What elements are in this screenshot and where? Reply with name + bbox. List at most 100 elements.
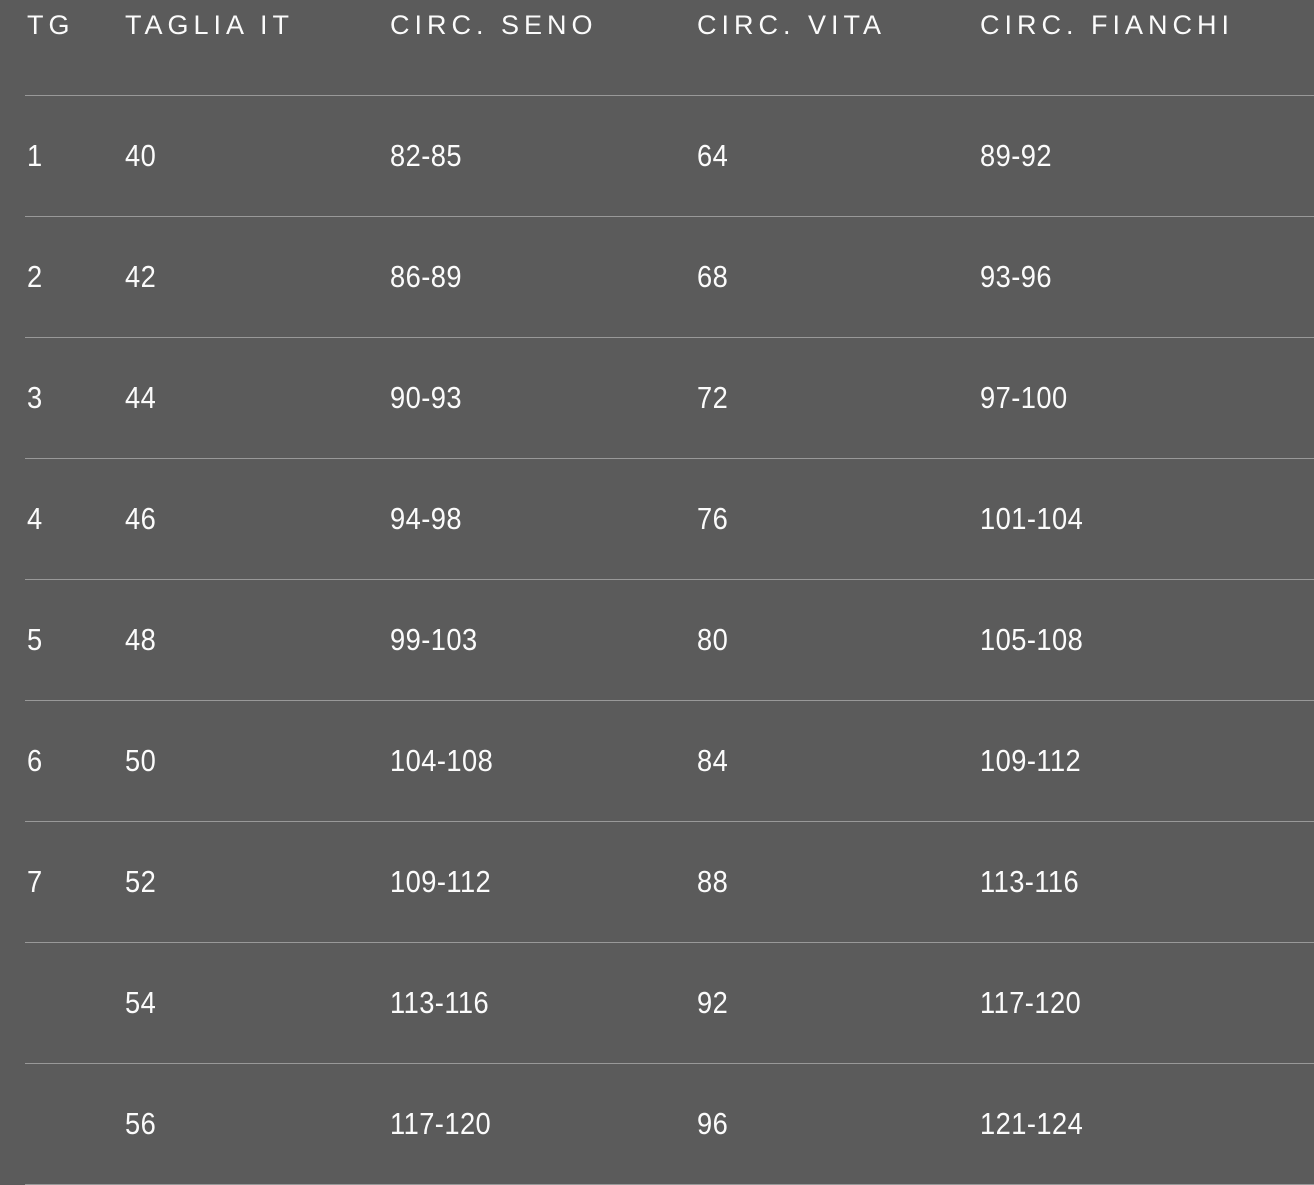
col-header-circ-seno: CIRC. SENO — [390, 10, 598, 40]
cell-circ-vita: 64 — [697, 95, 980, 217]
table-row: 1 40 82-85 64 89-92 — [25, 95, 1314, 217]
cell-circ-seno: 113-116 — [390, 942, 697, 1064]
cell-value: 105-108 — [980, 622, 1084, 657]
cell-value: 1 — [27, 138, 43, 173]
cell-tg — [25, 942, 125, 1064]
cell-taglia-it: 50 — [125, 700, 390, 822]
cell-taglia-it: 52 — [125, 821, 390, 943]
cell-circ-vita: 96 — [697, 1063, 980, 1185]
cell-value: 113-116 — [980, 864, 1080, 899]
cell-circ-seno: 82-85 — [390, 95, 697, 217]
cell-circ-seno: 99-103 — [390, 579, 697, 701]
cell-circ-vita: 72 — [697, 337, 980, 459]
cell-circ-vita: 92 — [697, 942, 980, 1064]
cell-tg: 2 — [25, 216, 125, 338]
cell-value: 82-85 — [390, 138, 462, 173]
table-row: 54 113-116 92 117-120 — [25, 942, 1314, 1064]
col-header-tg: TG — [27, 10, 75, 40]
table-row: 2 42 86-89 68 93-96 — [25, 216, 1314, 338]
cell-circ-fianchi: 89-92 — [980, 95, 1314, 217]
cell-value: 92 — [697, 985, 729, 1020]
cell-circ-seno: 90-93 — [390, 337, 697, 459]
cell-circ-fianchi: 93-96 — [980, 216, 1314, 338]
size-chart-table: TG TAGLIA IT CIRC. SENO CIRC. VITA CIRC.… — [25, 0, 1314, 1185]
cell-tg: 3 — [25, 337, 125, 459]
cell-tg — [25, 1063, 125, 1185]
cell-value: 56 — [125, 1106, 157, 1141]
cell-tg: 1 — [25, 95, 125, 217]
cell-value: 93-96 — [980, 259, 1052, 294]
cell-value: 101-104 — [980, 501, 1084, 536]
cell-taglia-it: 46 — [125, 458, 390, 580]
cell-taglia-it: 42 — [125, 216, 390, 338]
cell-value: 113-116 — [390, 985, 490, 1020]
cell-value: 80 — [697, 622, 729, 657]
cell-taglia-it: 48 — [125, 579, 390, 701]
cell-value: 5 — [27, 622, 43, 657]
cell-value: 46 — [125, 501, 157, 536]
cell-circ-fianchi: 113-116 — [980, 821, 1314, 943]
cell-circ-seno: 117-120 — [390, 1063, 697, 1185]
cell-value: 84 — [697, 743, 729, 778]
table-row: 3 44 90-93 72 97-100 — [25, 337, 1314, 459]
cell-tg: 6 — [25, 700, 125, 822]
cell-value: 109-112 — [980, 743, 1082, 778]
cell-circ-seno: 94-98 — [390, 458, 697, 580]
cell-value: 104-108 — [390, 743, 494, 778]
cell-value: 117-120 — [390, 1106, 492, 1141]
cell-value: 44 — [125, 380, 157, 415]
cell-taglia-it: 56 — [125, 1063, 390, 1185]
size-chart: TG TAGLIA IT CIRC. SENO CIRC. VITA CIRC.… — [25, 0, 1314, 1185]
cell-value: 96 — [697, 1106, 729, 1141]
cell-circ-seno: 109-112 — [390, 821, 697, 943]
cell-value: 109-112 — [390, 864, 492, 899]
cell-tg: 5 — [25, 579, 125, 701]
cell-value: 86-89 — [390, 259, 462, 294]
table-row: 56 117-120 96 121-124 — [25, 1063, 1314, 1185]
cell-value: 48 — [125, 622, 157, 657]
cell-value: 90-93 — [390, 380, 462, 415]
cell-value: 42 — [125, 259, 157, 294]
cell-taglia-it: 44 — [125, 337, 390, 459]
table-row: 6 50 104-108 84 109-112 — [25, 700, 1314, 822]
cell-tg: 7 — [25, 821, 125, 943]
cell-tg: 4 — [25, 458, 125, 580]
cell-value: 3 — [27, 380, 43, 415]
cell-circ-fianchi: 109-112 — [980, 700, 1314, 822]
cell-value: 121-124 — [980, 1106, 1084, 1141]
cell-circ-fianchi: 97-100 — [980, 337, 1314, 459]
cell-value: 88 — [697, 864, 729, 899]
cell-value: 50 — [125, 743, 157, 778]
col-header-circ-fianchi: CIRC. FIANCHI — [980, 10, 1234, 40]
col-header-taglia-it: TAGLIA IT — [125, 10, 295, 40]
cell-circ-vita: 80 — [697, 579, 980, 701]
cell-circ-vita: 88 — [697, 821, 980, 943]
table-row: 4 46 94-98 76 101-104 — [25, 458, 1314, 580]
cell-value: 68 — [697, 259, 729, 294]
cell-value: 89-92 — [980, 138, 1052, 173]
cell-value: 97-100 — [980, 380, 1068, 415]
header-row: TG TAGLIA IT CIRC. SENO CIRC. VITA CIRC.… — [25, 0, 1314, 96]
cell-circ-vita: 68 — [697, 216, 980, 338]
table-row: 5 48 99-103 80 105-108 — [25, 579, 1314, 701]
cell-value: 7 — [27, 864, 43, 899]
cell-value: 54 — [125, 985, 157, 1020]
table-row: 7 52 109-112 88 113-116 — [25, 821, 1314, 943]
cell-circ-fianchi: 101-104 — [980, 458, 1314, 580]
cell-taglia-it: 40 — [125, 95, 390, 217]
cell-circ-vita: 76 — [697, 458, 980, 580]
cell-circ-seno: 86-89 — [390, 216, 697, 338]
cell-circ-fianchi: 105-108 — [980, 579, 1314, 701]
cell-circ-fianchi: 121-124 — [980, 1063, 1314, 1185]
cell-circ-seno: 104-108 — [390, 700, 697, 822]
cell-value: 52 — [125, 864, 157, 899]
cell-value: 72 — [697, 380, 729, 415]
cell-value: 6 — [27, 743, 43, 778]
cell-circ-vita: 84 — [697, 700, 980, 822]
cell-taglia-it: 54 — [125, 942, 390, 1064]
cell-value: 4 — [27, 501, 43, 536]
col-header-circ-vita: CIRC. VITA — [697, 10, 887, 40]
cell-value: 117-120 — [980, 985, 1082, 1020]
cell-value: 40 — [125, 138, 157, 173]
cell-value: 2 — [27, 259, 43, 294]
